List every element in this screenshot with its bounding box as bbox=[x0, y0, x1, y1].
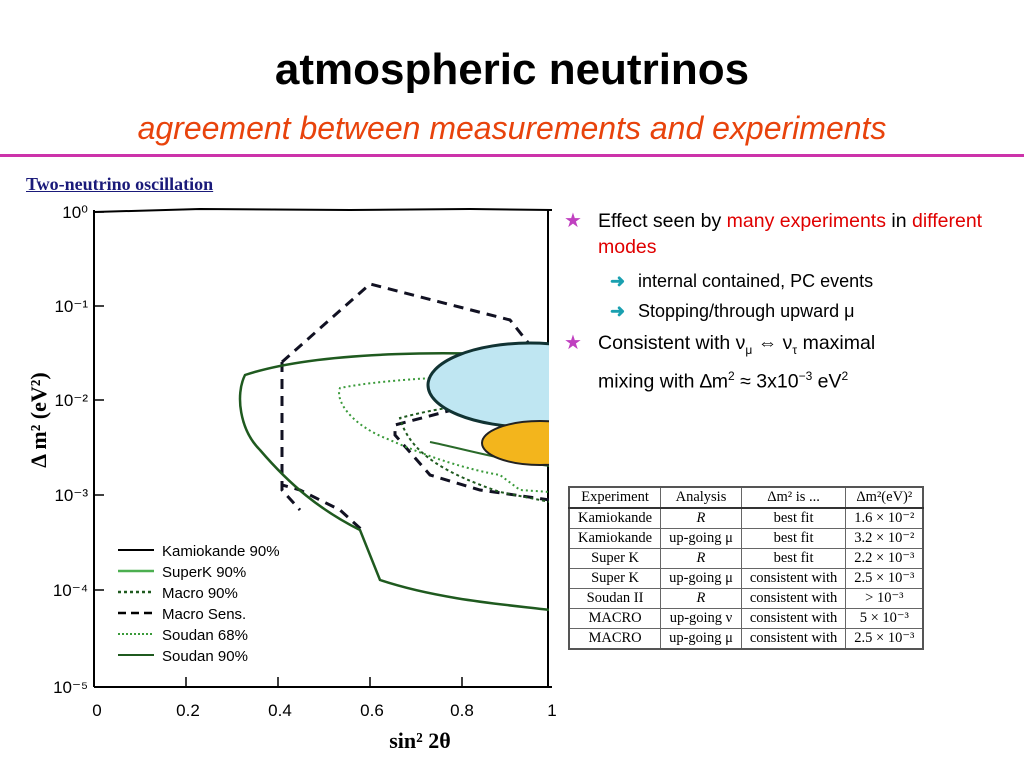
y-tick-label: 10⁻⁵ bbox=[53, 678, 88, 697]
sub-bullet-upward: ➜ Stopping/through upward μ bbox=[560, 296, 1020, 326]
macro-90-contour bbox=[398, 397, 549, 503]
y-tick-label: 10⁻¹ bbox=[54, 297, 88, 316]
x-tick-label: 1 bbox=[547, 701, 556, 720]
y-axis-label: Δ m² (eV²) bbox=[26, 372, 51, 467]
legend-label: Soudan 68% bbox=[162, 627, 248, 644]
soudan-90-contour bbox=[238, 352, 549, 612]
legend-label: Macro Sens. bbox=[162, 606, 246, 623]
y-tick-label: 10⁻³ bbox=[54, 486, 88, 505]
star-icon: ★ bbox=[564, 210, 582, 232]
x-tick-label: 0.6 bbox=[360, 701, 384, 720]
x-tick-label: 0.2 bbox=[176, 701, 200, 720]
y-tick-label: 10⁰ bbox=[62, 203, 88, 222]
soudan-68-contour bbox=[338, 374, 549, 493]
slide-title: atmospheric neutrinos bbox=[274, 45, 750, 94]
slide-subtitle: agreement between measurements and exper… bbox=[137, 110, 887, 146]
figure-heading: Two-neutrino oscillation bbox=[26, 174, 214, 194]
x-tick-label: 0 bbox=[92, 701, 101, 720]
table-row: Kamiokande up-going μ best fit 3.2 × 10⁻² bbox=[568, 528, 924, 549]
legend-label: SuperK 90% bbox=[162, 564, 246, 581]
sub-bullet-contained: ➜ internal contained, PC events bbox=[560, 266, 1020, 296]
bullet-effect: ★ Effect seen by many experiments in dif… bbox=[564, 210, 983, 258]
bullet-consistent: ★ Consistent with νμ ⇔ ντ maximal mixing… bbox=[564, 332, 876, 393]
column-header: Δm² is ... bbox=[740, 486, 847, 509]
x-tick-label: 0.8 bbox=[450, 701, 474, 720]
title-divider bbox=[0, 154, 1024, 157]
legend-label: Soudan 90% bbox=[162, 648, 248, 665]
bullet-list: ★ Effect seen by many experiments in dif… bbox=[560, 208, 1020, 394]
arrow-right-icon: ➜ bbox=[610, 301, 626, 321]
plot-legend: Kamiokande 90% SuperK 90% Macro 90% Macr… bbox=[118, 543, 280, 665]
oscillation-plot: 10⁰ 10⁻¹ 10⁻² 10⁻³ 10⁻⁴ 10⁻⁵ 0 0.2 0.4 0… bbox=[26, 203, 557, 750]
column-header: Δm²(eV)² bbox=[845, 486, 924, 509]
best-fit-region bbox=[481, 420, 549, 466]
x-tick-label: 0.4 bbox=[268, 701, 292, 720]
results-table: Experiment Analysis Δm² is ... Δm²(eV)² … bbox=[568, 486, 925, 650]
y-tick-label: 10⁻⁴ bbox=[53, 581, 88, 600]
table-row: MACRO up-going μ consistent with 2.5 × 10⁻³ bbox=[568, 628, 924, 650]
superk-90-region bbox=[426, 341, 549, 429]
legend-label: Kamiokande 90% bbox=[162, 543, 280, 560]
column-header: Experiment bbox=[568, 486, 662, 509]
legend-label: Macro 90% bbox=[162, 585, 238, 602]
star-icon: ★ bbox=[564, 332, 582, 354]
x-axis-label: sin² 2θ bbox=[389, 728, 451, 750]
arrow-right-icon: ➜ bbox=[610, 271, 626, 291]
table-row: MACRO up-going ν consistent with 5 × 10⁻³ bbox=[568, 608, 924, 629]
column-header: Analysis bbox=[660, 486, 742, 509]
y-tick-label: 10⁻² bbox=[54, 391, 88, 410]
table-header-row: Experiment Analysis Δm² is ... Δm²(eV)² bbox=[568, 486, 924, 509]
